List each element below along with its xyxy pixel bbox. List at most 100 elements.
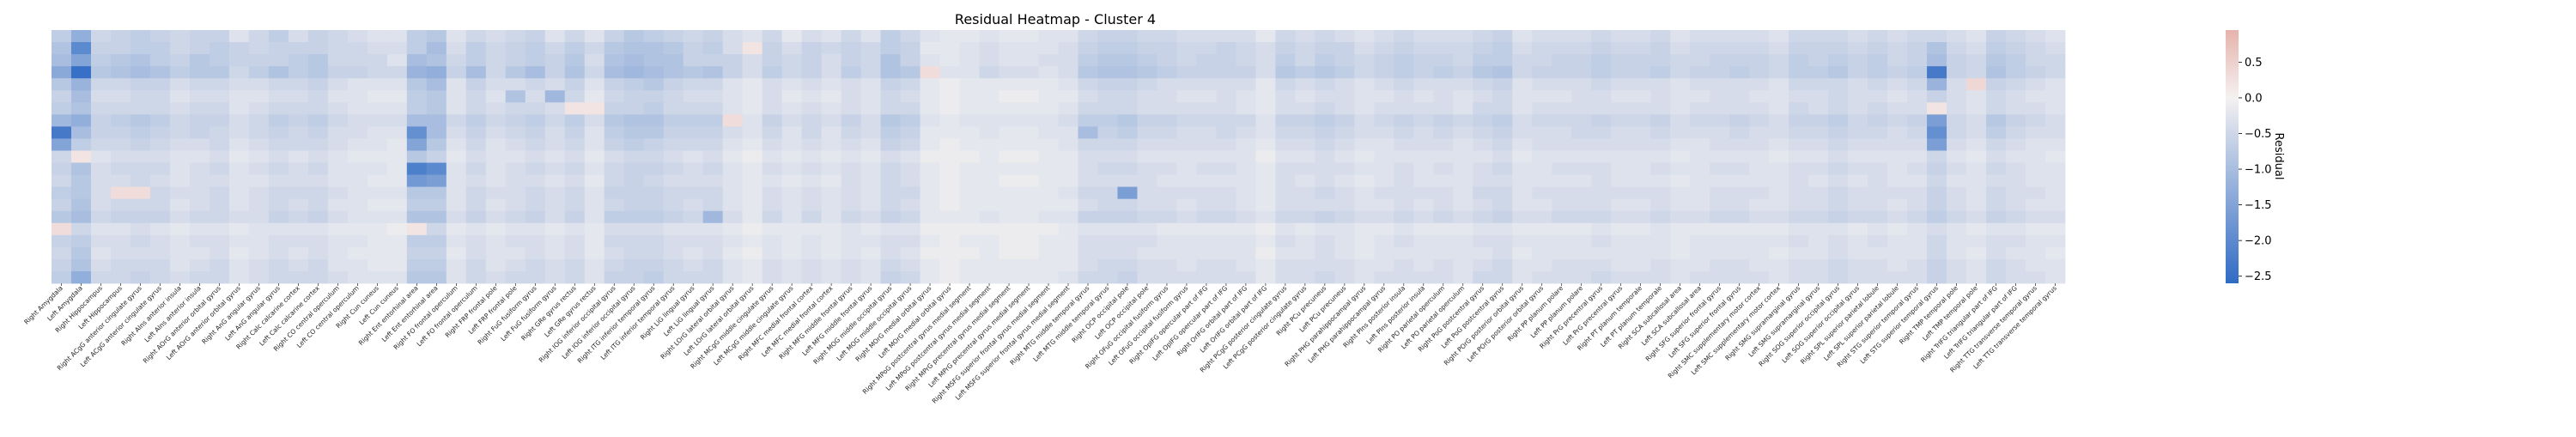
heatmap-cell xyxy=(1433,66,1454,79)
heatmap-cell xyxy=(702,198,724,212)
heatmap-cell xyxy=(1789,198,1809,212)
heatmap-cell xyxy=(900,258,920,272)
heatmap-cell xyxy=(920,66,940,79)
heatmap-cell xyxy=(1571,30,1592,43)
heatmap-cell xyxy=(623,150,645,163)
heatmap-cell xyxy=(742,150,763,163)
heatmap-cell xyxy=(663,174,684,188)
heatmap-cell xyxy=(52,234,72,248)
heatmap-cell xyxy=(288,162,309,175)
heatmap-cell xyxy=(110,150,131,163)
heatmap-cell xyxy=(564,186,586,200)
heatmap-cell xyxy=(1453,102,1473,115)
heatmap-cell xyxy=(1966,66,1987,79)
heatmap-cell xyxy=(860,42,881,55)
heatmap-cell xyxy=(584,30,605,43)
heatmap-cell xyxy=(446,246,467,260)
heatmap-cell xyxy=(1690,270,1710,284)
heatmap-cell xyxy=(1078,114,1098,127)
heatmap-cell xyxy=(841,150,861,163)
heatmap-cell xyxy=(1295,102,1315,115)
heatmap-cell xyxy=(920,270,940,284)
heatmap-cell xyxy=(406,246,428,260)
heatmap-cell xyxy=(1058,234,1078,248)
heatmap-cell xyxy=(426,54,447,67)
heatmap-cell xyxy=(1749,162,1770,175)
heatmap-cell xyxy=(1650,210,1671,224)
heatmap-cell xyxy=(722,54,744,67)
heatmap-cell xyxy=(426,42,447,55)
heatmap-cell xyxy=(1216,102,1236,115)
heatmap-cell xyxy=(1236,174,1256,188)
heatmap-cell xyxy=(1176,30,1197,43)
heatmap-cell xyxy=(1354,66,1375,79)
heatmap-cell xyxy=(801,270,823,284)
heatmap-cell xyxy=(1710,90,1730,103)
heatmap-cell xyxy=(1769,162,1789,175)
heatmap-cell xyxy=(722,150,744,163)
heatmap-cell xyxy=(367,78,388,91)
heatmap-cell xyxy=(288,246,309,260)
heatmap-cell xyxy=(1018,114,1039,127)
heatmap-cell xyxy=(52,150,72,163)
heatmap-cell xyxy=(1591,78,1612,91)
heatmap-cell xyxy=(525,54,546,67)
heatmap-cell xyxy=(1710,246,1730,260)
heatmap-cell xyxy=(1631,90,1651,103)
heatmap-cell xyxy=(1611,270,1631,284)
heatmap-cell xyxy=(209,186,230,200)
heatmap-cell xyxy=(149,258,171,272)
heatmap-cell xyxy=(1334,90,1355,103)
heatmap-cell xyxy=(1591,30,1612,43)
heatmap-cell xyxy=(544,174,566,188)
heatmap-cell xyxy=(367,42,388,55)
heatmap-cell xyxy=(564,174,586,188)
heatmap-cell xyxy=(1157,174,1177,188)
heatmap-cell xyxy=(1650,42,1671,55)
heatmap-cell xyxy=(1710,150,1730,163)
heatmap-cell xyxy=(1571,126,1592,139)
heatmap-cell xyxy=(169,174,191,188)
heatmap-cell xyxy=(169,30,191,43)
heatmap-cell xyxy=(1729,102,1750,115)
heatmap-cell xyxy=(426,114,447,127)
heatmap-cell xyxy=(446,150,467,163)
heatmap-cell xyxy=(1532,30,1552,43)
heatmap-cell xyxy=(1966,234,1987,248)
heatmap-cell xyxy=(1176,222,1197,236)
heatmap-cell xyxy=(1907,54,1928,67)
heatmap-cell xyxy=(564,54,586,67)
heatmap-cell xyxy=(841,138,861,151)
heatmap-cell xyxy=(1729,54,1750,67)
heatmap-cell xyxy=(1473,102,1493,115)
heatmap-cell xyxy=(367,222,388,236)
heatmap-cell xyxy=(268,66,289,79)
heatmap-cell xyxy=(307,102,329,115)
heatmap-cell xyxy=(1828,210,1849,224)
heatmap-cell xyxy=(1394,198,1414,212)
heatmap-cell xyxy=(327,54,349,67)
heatmap-cell xyxy=(130,66,151,79)
heatmap-cell xyxy=(702,78,724,91)
heatmap-cell xyxy=(979,198,999,212)
heatmap-cell xyxy=(228,114,250,127)
heatmap-cell xyxy=(1690,90,1710,103)
heatmap-cell xyxy=(1532,234,1552,248)
heatmap-cell xyxy=(1591,90,1612,103)
heatmap-cell xyxy=(1374,114,1394,127)
heatmap-cell xyxy=(1769,198,1789,212)
heatmap-cell xyxy=(406,54,428,67)
heatmap-cell xyxy=(268,102,289,115)
heatmap-cell xyxy=(1315,78,1335,91)
heatmap-cell xyxy=(1868,102,1888,115)
heatmap-cell xyxy=(564,126,586,139)
heatmap-cell xyxy=(1097,150,1118,163)
heatmap-cell xyxy=(1729,270,1750,284)
heatmap-cell xyxy=(1729,162,1750,175)
heatmap-cell xyxy=(110,258,131,272)
heatmap-cell xyxy=(1710,30,1730,43)
heatmap-cell xyxy=(1137,126,1157,139)
heatmap-cell xyxy=(52,66,72,79)
heatmap-cell xyxy=(268,210,289,224)
heatmap-cell xyxy=(1334,246,1355,260)
